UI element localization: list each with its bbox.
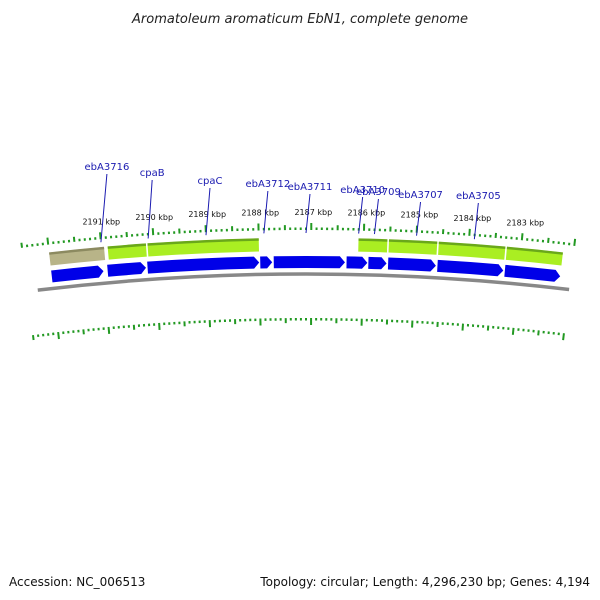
forward-gene (107, 262, 147, 277)
reverse-gene-edge (388, 239, 438, 245)
scale-tick (537, 330, 540, 336)
scale-label: 2189 kbp (188, 210, 226, 219)
scale-tick (468, 228, 471, 236)
gene-leader-line (147, 179, 153, 239)
reverse-gene-edge (438, 241, 506, 250)
reverse-strand-track (49, 238, 563, 266)
scale-tick (511, 327, 515, 335)
gene-leader-line (100, 173, 108, 243)
map-title: Aromatoleum aromaticum EbN1, complete ge… (131, 12, 468, 27)
scale-label: 2183 kbp (506, 218, 544, 227)
scale-tick (573, 238, 577, 246)
gene-leader-line (305, 193, 311, 234)
scale-tick (547, 237, 550, 243)
gene-leader-line (416, 201, 422, 236)
inner-tick-track (31, 318, 565, 341)
reverse-gene-edge (147, 238, 259, 246)
gene-label: ebA3709 (356, 187, 401, 198)
reverse-gene-edge (49, 246, 105, 255)
genome-backbone (37, 272, 570, 292)
reverse-gene (358, 238, 388, 253)
gene-label: ebA3711 (288, 182, 333, 193)
scale-label: 2187 kbp (294, 208, 332, 217)
forward-gene (504, 264, 561, 282)
scale-label: 2188 kbp (241, 208, 279, 217)
scale-tick (20, 242, 24, 248)
scale-labels: 2191 kbp 2190 kbp 2189 kbp 2188 kbp 2187 kbp… (82, 208, 544, 227)
scale-tick (461, 323, 465, 331)
forward-gene (437, 259, 504, 277)
scale-label: 2190 kbp (135, 213, 173, 222)
outer-tick-track (20, 223, 577, 248)
scale-tick (31, 334, 35, 341)
reverse-gene-edge (358, 238, 388, 242)
forward-gene (260, 256, 273, 269)
forward-gene (273, 255, 345, 269)
gene-label: ebA3716 (85, 162, 130, 173)
forward-gene (387, 257, 436, 272)
gene-label: cpaC (197, 176, 222, 187)
gene-leader-line (205, 187, 211, 236)
forward-gene (51, 265, 104, 283)
gene-leader-line (358, 196, 364, 234)
gene-leader-line (263, 190, 269, 234)
forward-gene (147, 256, 260, 274)
forward-gene (346, 256, 368, 269)
scale-tick (72, 236, 76, 242)
forward-strand-track (51, 255, 561, 283)
scale-tick (107, 326, 111, 334)
scale-tick (57, 331, 60, 340)
accession-text: Accession: NC_006513 (9, 575, 145, 589)
gene-label: ebA3710 (340, 185, 385, 196)
gene-label: cpaB (140, 168, 165, 179)
scale-tick (520, 233, 524, 241)
gene-leader-line (373, 198, 379, 235)
scale-label: 2191 kbp (82, 217, 120, 226)
reverse-gene-edge (107, 243, 147, 249)
scale-label: 2186 kbp (348, 209, 386, 218)
scale-tick (562, 333, 565, 341)
scale-tick (82, 329, 85, 335)
scale-tick (46, 237, 50, 245)
gene-label: ebA3712 (245, 179, 290, 190)
genome-summary-text: Topology: circular; Length: 4,296,230 bp… (259, 575, 590, 589)
reverse-gene-edge (506, 246, 563, 255)
scale-tick (99, 232, 102, 240)
forward-gene (368, 256, 387, 270)
scale-label: 2184 kbp (454, 214, 492, 223)
gene-label: ebA3707 (398, 190, 443, 201)
gene-leader-line (473, 202, 479, 240)
gene-label: ebA3705 (456, 191, 501, 202)
